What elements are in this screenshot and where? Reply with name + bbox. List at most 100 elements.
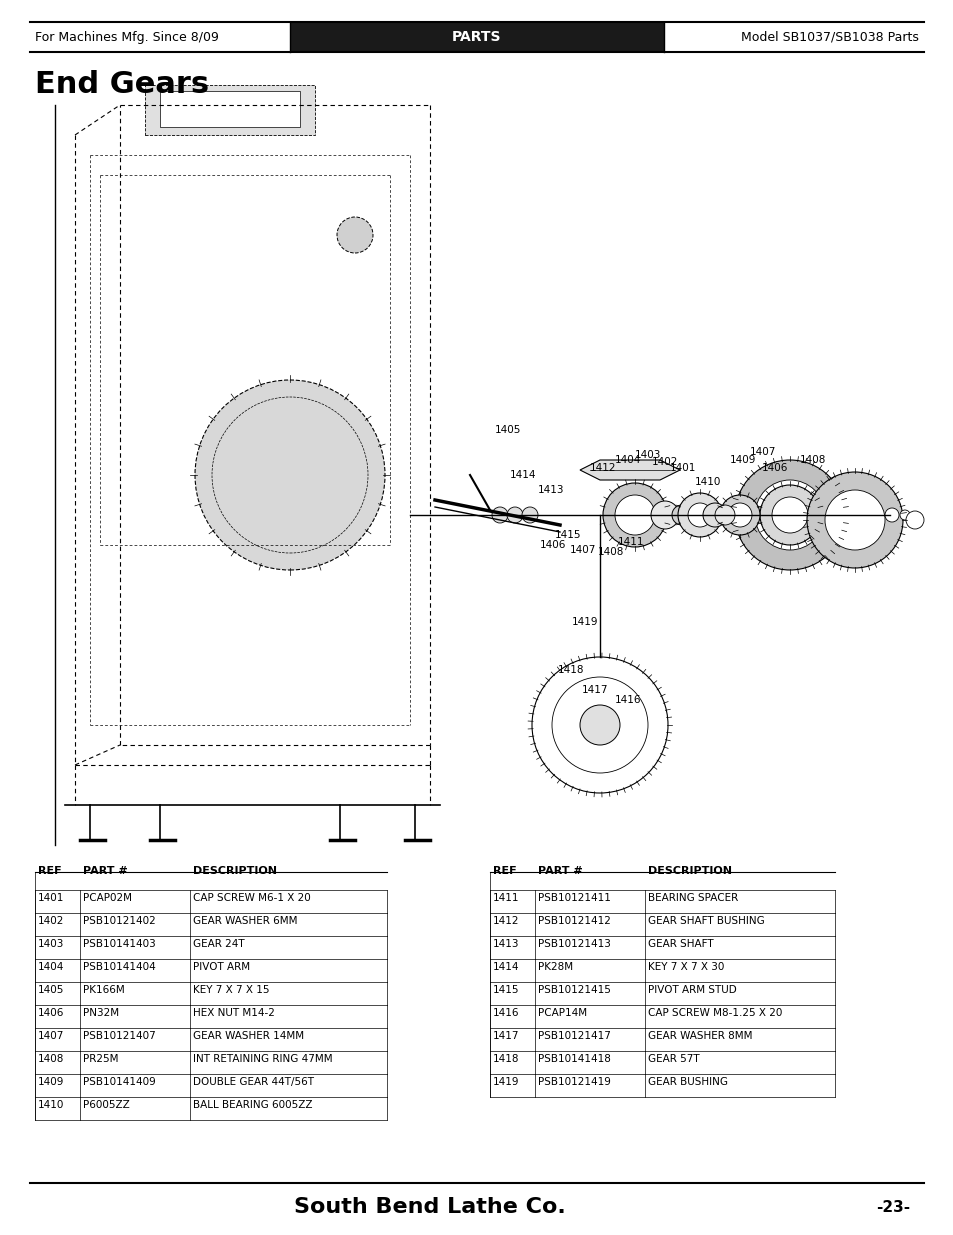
Text: GEAR SHAFT BUSHING: GEAR SHAFT BUSHING: [647, 916, 764, 926]
Text: 1416: 1416: [493, 1008, 519, 1018]
Text: 1406: 1406: [38, 1008, 64, 1018]
Text: 1417: 1417: [493, 1031, 519, 1041]
Text: PSB10121419: PSB10121419: [537, 1077, 610, 1087]
Text: BEARING SPACER: BEARING SPACER: [647, 893, 738, 903]
Circle shape: [615, 495, 655, 535]
Text: 1408: 1408: [800, 454, 825, 466]
Circle shape: [650, 501, 679, 529]
Text: 1414: 1414: [510, 471, 536, 480]
Text: 1403: 1403: [38, 939, 64, 948]
Text: DOUBLE GEAR 44T/56T: DOUBLE GEAR 44T/56T: [193, 1077, 314, 1087]
Text: 1405: 1405: [495, 425, 521, 435]
Polygon shape: [579, 459, 679, 480]
Circle shape: [806, 472, 902, 568]
Text: PN32M: PN32M: [83, 1008, 119, 1018]
Text: 1418: 1418: [558, 664, 584, 676]
Circle shape: [579, 705, 619, 745]
Text: 1411: 1411: [493, 893, 519, 903]
Text: PSB10141418: PSB10141418: [537, 1053, 610, 1065]
Text: HEX NUT M14-2: HEX NUT M14-2: [193, 1008, 274, 1018]
Circle shape: [867, 511, 875, 519]
Circle shape: [836, 508, 852, 522]
Text: GEAR 57T: GEAR 57T: [647, 1053, 699, 1065]
Bar: [290, 22, 663, 52]
Text: DESCRIPTION: DESCRIPTION: [193, 866, 276, 876]
Bar: [160, 91, 299, 127]
Text: INT RETAINING RING 47MM: INT RETAINING RING 47MM: [193, 1053, 333, 1065]
Circle shape: [194, 380, 385, 571]
Text: 1403: 1403: [635, 450, 660, 459]
Text: 1408: 1408: [38, 1053, 64, 1065]
Text: PART #: PART #: [83, 866, 128, 876]
Text: 1412: 1412: [589, 463, 616, 473]
Text: BALL BEARING 6005ZZ: BALL BEARING 6005ZZ: [193, 1100, 313, 1110]
Circle shape: [754, 480, 824, 550]
Text: End Gears: End Gears: [35, 70, 209, 99]
Circle shape: [720, 495, 760, 535]
Text: PIVOT ARM: PIVOT ARM: [193, 962, 250, 972]
Text: 1401: 1401: [38, 893, 64, 903]
Bar: [145, 85, 314, 135]
Text: 1414: 1414: [493, 962, 519, 972]
Text: 1401: 1401: [669, 463, 696, 473]
Text: GEAR BUSHING: GEAR BUSHING: [647, 1077, 727, 1087]
Text: South Bend Lathe Co.: South Bend Lathe Co.: [294, 1197, 565, 1216]
Text: For Machines Mfg. Since 8/09: For Machines Mfg. Since 8/09: [35, 31, 218, 43]
Circle shape: [521, 508, 537, 522]
Text: 1409: 1409: [729, 454, 756, 466]
Text: P6005ZZ: P6005ZZ: [83, 1100, 130, 1110]
Text: PSB10121413: PSB10121413: [537, 939, 610, 948]
Text: CAP SCREW M6-1 X 20: CAP SCREW M6-1 X 20: [193, 893, 311, 903]
Text: 1419: 1419: [572, 618, 598, 627]
Circle shape: [492, 508, 507, 522]
Text: 1416: 1416: [615, 695, 640, 705]
Text: PSB10121415: PSB10121415: [537, 986, 610, 995]
Circle shape: [552, 677, 647, 773]
Text: PARTS: PARTS: [452, 30, 501, 44]
Circle shape: [771, 496, 807, 534]
Text: GEAR 24T: GEAR 24T: [193, 939, 244, 948]
Text: GEAR WASHER 14MM: GEAR WASHER 14MM: [193, 1031, 304, 1041]
Circle shape: [884, 508, 898, 522]
Text: PIVOT ARM STUD: PIVOT ARM STUD: [647, 986, 736, 995]
Text: CAP SCREW M8-1.25 X 20: CAP SCREW M8-1.25 X 20: [647, 1008, 781, 1018]
Text: 1415: 1415: [555, 530, 581, 540]
Text: 1412: 1412: [493, 916, 519, 926]
Text: PR25M: PR25M: [83, 1053, 118, 1065]
Circle shape: [336, 217, 373, 253]
Text: DESCRIPTION: DESCRIPTION: [647, 866, 731, 876]
Text: GEAR WASHER 6MM: GEAR WASHER 6MM: [193, 916, 297, 926]
Circle shape: [734, 459, 844, 571]
Circle shape: [824, 490, 884, 550]
Text: 1413: 1413: [537, 485, 564, 495]
Text: PART #: PART #: [537, 866, 582, 876]
Circle shape: [678, 493, 721, 537]
Text: KEY 7 X 7 X 30: KEY 7 X 7 X 30: [647, 962, 723, 972]
Text: PK166M: PK166M: [83, 986, 125, 995]
Text: 1402: 1402: [651, 457, 678, 467]
Text: -23-: -23-: [875, 1199, 909, 1214]
Text: PSB10141403: PSB10141403: [83, 939, 155, 948]
Circle shape: [506, 508, 522, 522]
Text: PSB10121411: PSB10121411: [537, 893, 610, 903]
Text: 1408: 1408: [598, 547, 623, 557]
Text: 1407: 1407: [569, 545, 596, 555]
Circle shape: [760, 485, 820, 545]
Circle shape: [602, 483, 666, 547]
Text: 1409: 1409: [38, 1077, 64, 1087]
Text: 1407: 1407: [38, 1031, 64, 1041]
Text: REF: REF: [493, 866, 517, 876]
Text: 1402: 1402: [38, 916, 64, 926]
Text: PCAP02M: PCAP02M: [83, 893, 132, 903]
Text: 1407: 1407: [749, 447, 776, 457]
Text: PSB10121412: PSB10121412: [537, 916, 610, 926]
Circle shape: [854, 510, 864, 520]
Text: 1410: 1410: [38, 1100, 64, 1110]
Text: 1418: 1418: [493, 1053, 519, 1065]
Text: 1405: 1405: [38, 986, 64, 995]
Text: 1404: 1404: [615, 454, 640, 466]
Text: 1406: 1406: [539, 540, 566, 550]
Circle shape: [899, 510, 909, 520]
Text: 1404: 1404: [38, 962, 64, 972]
Circle shape: [671, 505, 691, 525]
